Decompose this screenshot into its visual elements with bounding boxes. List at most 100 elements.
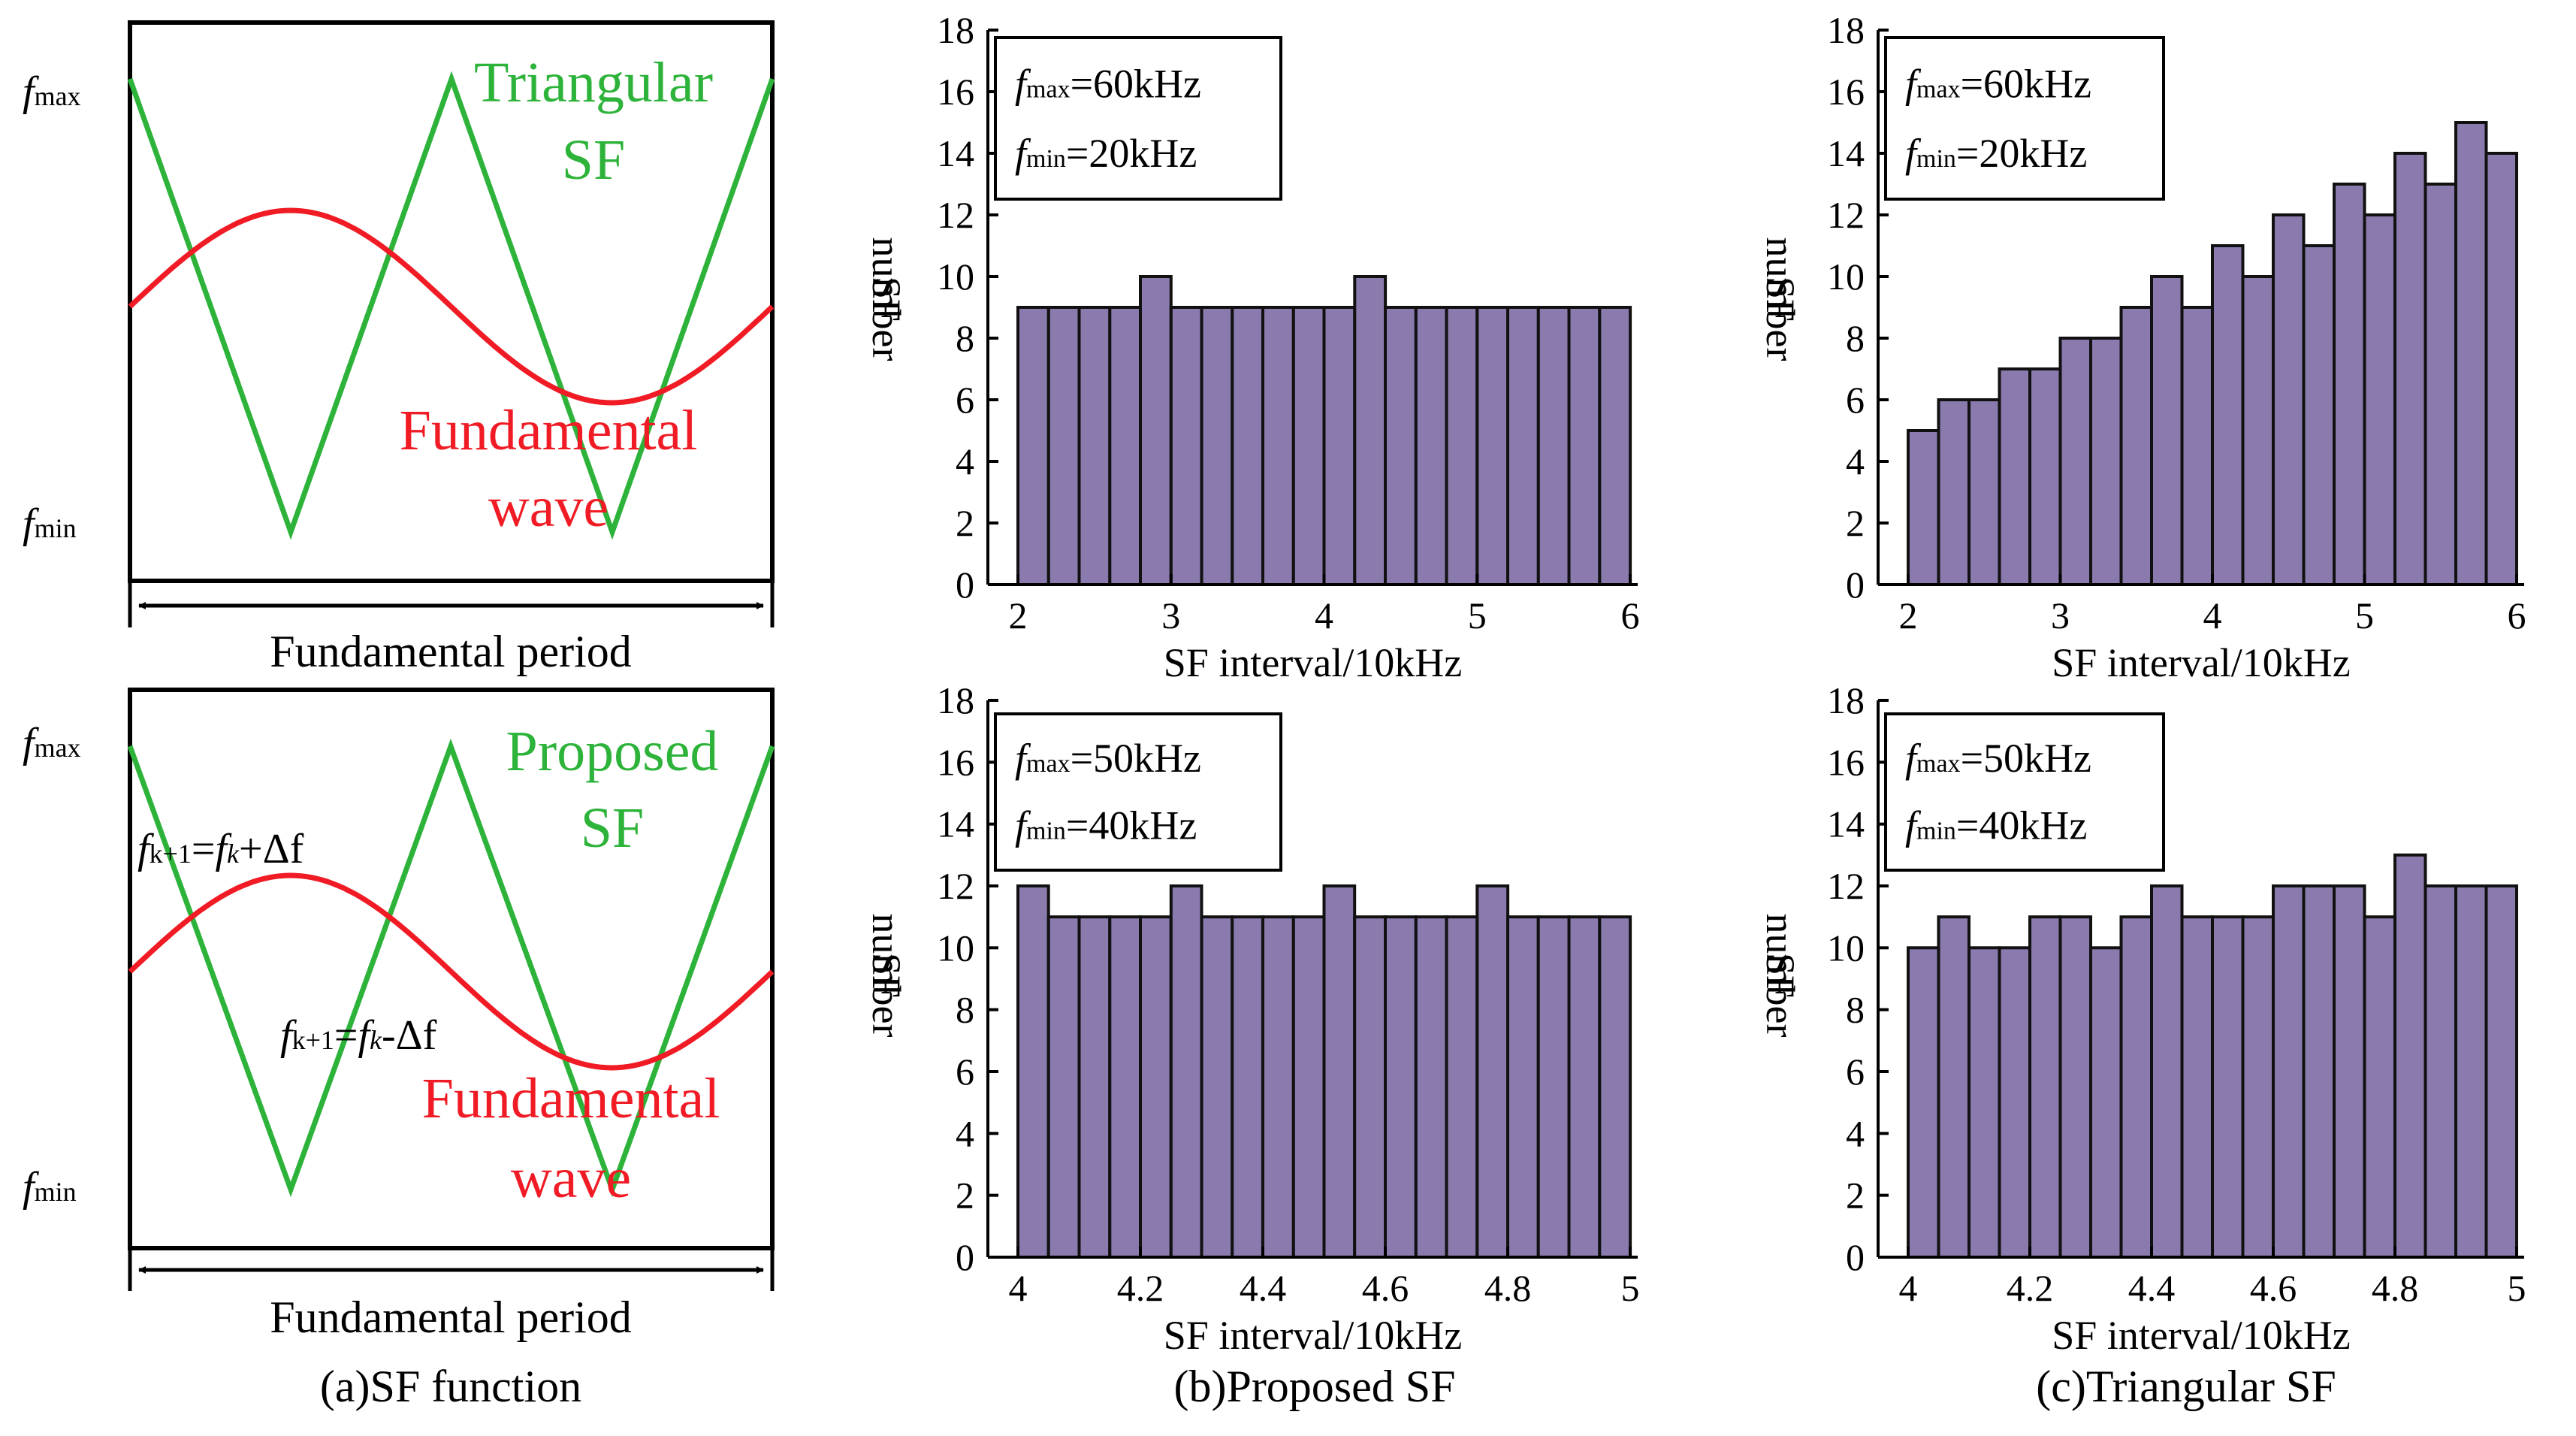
bar bbox=[2150, 275, 2184, 586]
y-tick-label: 6 bbox=[956, 379, 974, 421]
y-tick-label: 18 bbox=[937, 9, 974, 51]
y-tick-label: 8 bbox=[956, 989, 974, 1031]
x-tick-label: 4 bbox=[1009, 1267, 1028, 1309]
bar bbox=[2484, 884, 2518, 1259]
y-tick-label: 0 bbox=[1846, 564, 1865, 606]
bar bbox=[2058, 337, 2092, 586]
legend-box bbox=[994, 36, 1282, 201]
bar bbox=[2180, 915, 2214, 1259]
y-tick-label: 18 bbox=[1827, 9, 1865, 51]
y-axis-label-line1: SF bbox=[1758, 277, 1803, 322]
y-tick-label: 2 bbox=[1846, 502, 1865, 544]
y-tick-label: 2 bbox=[1846, 1174, 1865, 1217]
x-tick-label: 3 bbox=[1161, 594, 1180, 636]
y-tick-label: 4 bbox=[956, 440, 974, 482]
bar bbox=[1384, 306, 1418, 586]
fundamental-wave-bottom bbox=[128, 872, 775, 1071]
x-tick-label: 4.2 bbox=[1117, 1267, 1164, 1309]
x-tick-label: 5 bbox=[1621, 1267, 1640, 1309]
bar bbox=[1139, 275, 1173, 586]
bar bbox=[1016, 884, 1050, 1259]
bar bbox=[2272, 213, 2306, 586]
bar bbox=[1536, 915, 1571, 1259]
y-axis-label-line1: SF bbox=[864, 953, 909, 998]
bar bbox=[2363, 915, 2396, 1259]
bar bbox=[2211, 915, 2245, 1259]
legend-fmin: fmin=20kHz bbox=[1905, 131, 2087, 176]
x-tick-label: 6 bbox=[2508, 594, 2526, 636]
bar bbox=[2119, 915, 2153, 1259]
y-tick-label: 8 bbox=[1846, 989, 1865, 1031]
proposed-sf-label-line1: Proposed bbox=[506, 720, 719, 783]
legend-fmin: fmin=40kHz bbox=[1905, 803, 2087, 848]
fundamental-label-line2: wave bbox=[488, 476, 609, 539]
y-tick-label: 18 bbox=[1827, 679, 1865, 721]
bar bbox=[1322, 306, 1357, 586]
bar bbox=[2089, 946, 2123, 1259]
bar bbox=[1907, 429, 1940, 586]
y-tick-label: 6 bbox=[956, 1051, 974, 1093]
legend-box bbox=[1884, 36, 2165, 201]
y-tick-label: 4 bbox=[1846, 1112, 1865, 1154]
bar bbox=[1475, 306, 1510, 586]
panel-a-bottom: fmax fmin Proposed SF Fundamental wave f… bbox=[23, 688, 775, 1342]
y-tick-label: 4 bbox=[1846, 440, 1865, 482]
y-tick-label: 8 bbox=[1846, 317, 1865, 359]
caption-a: (a)SF function bbox=[320, 1362, 581, 1411]
bar bbox=[1475, 884, 1510, 1259]
bar bbox=[2058, 915, 2092, 1259]
y-tick-label: 0 bbox=[956, 1236, 974, 1278]
y-tick-label: 18 bbox=[937, 679, 974, 721]
fundamental-label-bottom-line1: Fundamental bbox=[422, 1067, 720, 1130]
legend-fmax: fmax=50kHz bbox=[1015, 736, 1201, 781]
bar bbox=[2393, 853, 2427, 1259]
bar bbox=[2333, 884, 2366, 1259]
bar bbox=[1937, 915, 1971, 1259]
y-tick-label: 16 bbox=[937, 741, 974, 783]
bar bbox=[1261, 915, 1295, 1259]
bar bbox=[1046, 915, 1081, 1259]
bar bbox=[1016, 306, 1050, 586]
bar bbox=[2454, 121, 2488, 586]
bar bbox=[1506, 915, 1540, 1259]
bar bbox=[1169, 306, 1203, 586]
triangular-sf-wave bbox=[127, 71, 775, 540]
bar bbox=[2150, 884, 2184, 1259]
y-tick-label: 14 bbox=[937, 132, 974, 174]
bar bbox=[1937, 398, 1971, 586]
legend-box bbox=[1884, 712, 2165, 872]
x-tick-label: 6 bbox=[1621, 594, 1640, 636]
y-tick-label: 14 bbox=[937, 803, 974, 845]
period-label-bottom: Fundamental period bbox=[270, 1292, 632, 1342]
bar bbox=[1907, 946, 1940, 1259]
legend-box bbox=[994, 712, 1282, 872]
bar bbox=[2302, 884, 2336, 1259]
bar bbox=[1567, 915, 1602, 1259]
bar bbox=[1567, 306, 1602, 586]
y-tick-label: 16 bbox=[937, 71, 974, 113]
bar bbox=[2333, 183, 2366, 586]
triangular-sf-label-line2: SF bbox=[562, 128, 626, 192]
x-tick-label: 4.8 bbox=[1484, 1267, 1532, 1309]
bar bbox=[2028, 367, 2062, 586]
bar bbox=[1231, 915, 1264, 1259]
bar bbox=[1261, 306, 1295, 586]
bar bbox=[1353, 915, 1387, 1259]
bar bbox=[2423, 183, 2457, 586]
bar bbox=[1139, 915, 1173, 1259]
bar bbox=[1384, 915, 1418, 1259]
bar bbox=[1414, 306, 1448, 586]
x-axis-label: SF interval/10kHz bbox=[1164, 1313, 1462, 1358]
bar bbox=[1445, 915, 1479, 1259]
x-tick-label: 4.2 bbox=[2007, 1267, 2054, 1309]
x-tick-label: 5 bbox=[1468, 594, 1487, 636]
y-tick-label: 16 bbox=[1827, 741, 1865, 783]
period-label-top: Fundamental period bbox=[270, 627, 632, 676]
bar bbox=[2089, 337, 2123, 586]
y-tick-label: 4 bbox=[956, 1112, 974, 1154]
bar bbox=[2119, 306, 2153, 586]
y-tick-label: 0 bbox=[1846, 1236, 1865, 1278]
bar bbox=[1967, 946, 2001, 1259]
